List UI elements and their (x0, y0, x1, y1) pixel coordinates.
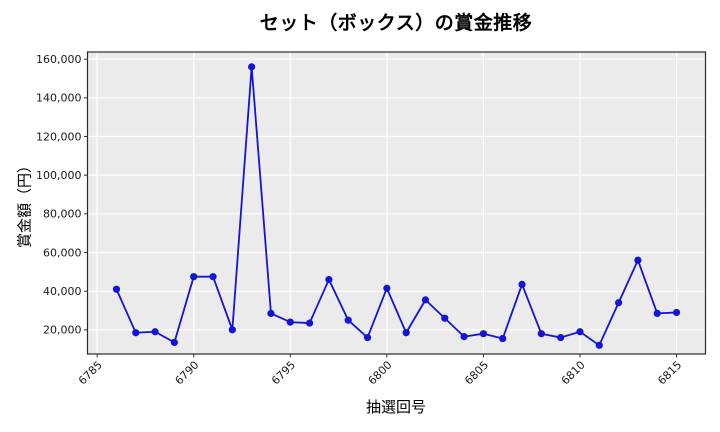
data-point (132, 329, 140, 337)
x-tick-label: 6815 (655, 358, 684, 387)
data-point (441, 314, 449, 322)
x-tick-label: 6805 (462, 358, 491, 387)
x-tick-label: 6790 (173, 358, 202, 387)
y-tick-label: 120,000 (36, 130, 82, 143)
y-axis-label: 賞金額（円） (15, 157, 34, 249)
y-tick-label: 60,000 (43, 246, 82, 259)
data-point (190, 273, 198, 281)
x-tick-label: 6810 (559, 358, 588, 387)
data-point (479, 330, 488, 338)
data-point (363, 333, 372, 342)
x-axis-label: 抽選回号 (365, 398, 426, 416)
x-tick-label-group: 6800 (366, 358, 395, 387)
data-point (421, 296, 430, 304)
y-tick-label: 160,000 (36, 53, 82, 66)
axes-border (86, 51, 707, 355)
x-tick-label-group: 6785 (76, 358, 105, 387)
x-tick-label-group: 6790 (173, 358, 202, 387)
data-point (248, 63, 256, 71)
data-point (170, 338, 179, 346)
x-tick-label: 6800 (366, 358, 395, 387)
data-point (653, 309, 661, 317)
data-point (595, 341, 603, 349)
data-point (614, 299, 623, 307)
x-tick-label: 6795 (269, 358, 298, 387)
y-tick-label: 20,000 (43, 324, 82, 337)
chart-title: セット（ボックス）の賞金推移 (259, 12, 533, 34)
y-tick-label: 40,000 (43, 285, 82, 298)
data-point (557, 333, 565, 342)
data-point (499, 334, 507, 343)
data-point (402, 329, 410, 337)
y-tick-label: 80,000 (43, 208, 82, 221)
data-point (460, 332, 468, 341)
data-point (267, 309, 275, 317)
data-point (634, 256, 642, 264)
y-tick-label: 140,000 (36, 92, 82, 105)
data-point (325, 275, 333, 284)
data-point (383, 284, 391, 292)
y-tick-label: 100,000 (36, 169, 82, 182)
data-point (305, 319, 314, 327)
data-point (344, 316, 352, 324)
data-point (672, 308, 681, 317)
data-point (286, 318, 294, 326)
x-tick-label-group: 6805 (462, 358, 491, 387)
plot-background (87, 52, 706, 354)
x-tick-label-group: 6795 (269, 358, 298, 387)
data-point (518, 280, 526, 288)
data-point (537, 330, 545, 338)
x-tick-label-group: 6815 (655, 358, 684, 387)
data-point (112, 285, 121, 293)
data-point (151, 328, 159, 336)
x-tick-label-group: 6810 (559, 358, 588, 387)
data-point (228, 326, 236, 334)
x-tick-label: 6785 (76, 358, 105, 387)
data-point (576, 328, 584, 336)
data-point (209, 273, 217, 281)
